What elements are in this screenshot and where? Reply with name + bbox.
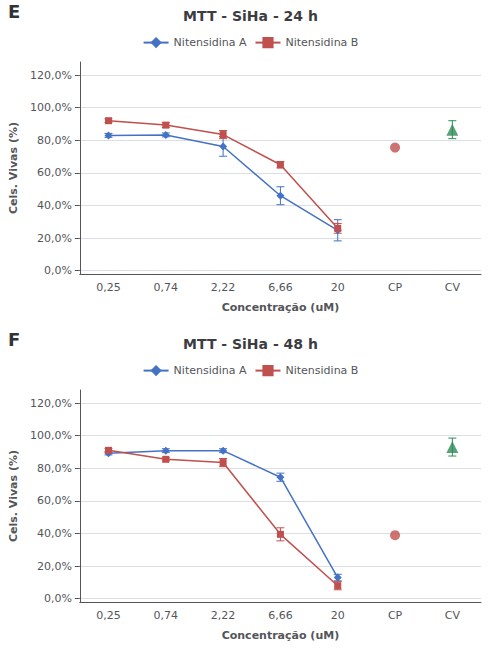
svg-text:Concentração (uM): Concentração (uM) [222, 301, 340, 314]
svg-text:2,22: 2,22 [211, 609, 236, 622]
svg-text:Concentração (uM): Concentração (uM) [222, 629, 340, 642]
svg-text:Cels. Vivas (%): Cels. Vivas (%) [7, 122, 20, 214]
svg-text:MTT - SiHa - 48 h: MTT - SiHa - 48 h [183, 336, 318, 352]
svg-text:0,0%: 0,0% [44, 592, 72, 605]
svg-text:MTT - SiHa - 24 h: MTT - SiHa - 24 h [183, 8, 318, 24]
svg-text:100,0%: 100,0% [30, 429, 72, 442]
svg-text:CP: CP [388, 609, 403, 622]
svg-text:80,0%: 80,0% [37, 134, 72, 147]
svg-text:40,0%: 40,0% [37, 527, 72, 540]
svg-text:120,0%: 120,0% [30, 397, 72, 410]
svg-text:20: 20 [331, 609, 345, 622]
svg-text:0,25: 0,25 [96, 281, 121, 294]
svg-text:20: 20 [331, 281, 345, 294]
svg-text:40,0%: 40,0% [37, 199, 72, 212]
svg-text:60,0%: 60,0% [37, 494, 72, 507]
svg-text:20,0%: 20,0% [37, 232, 72, 245]
svg-text:0,25: 0,25 [96, 609, 121, 622]
svg-text:Nitensidina A: Nitensidina A [174, 36, 247, 49]
svg-text:E: E [8, 1, 20, 22]
svg-text:20,0%: 20,0% [37, 560, 72, 573]
svg-text:Nitensidina B: Nitensidina B [285, 36, 358, 49]
svg-text:CP: CP [388, 281, 403, 294]
svg-text:0,74: 0,74 [154, 609, 179, 622]
svg-text:6,66: 6,66 [268, 281, 293, 294]
svg-text:60,0%: 60,0% [37, 166, 72, 179]
svg-text:CV: CV [445, 609, 461, 622]
svg-text:Cels. Vivas (%): Cels. Vivas (%) [7, 450, 20, 542]
svg-text:6,66: 6,66 [268, 609, 293, 622]
svg-text:CV: CV [445, 281, 461, 294]
svg-text:120,0%: 120,0% [30, 69, 72, 82]
svg-text:2,22: 2,22 [211, 281, 236, 294]
svg-text:0,0%: 0,0% [44, 264, 72, 277]
svg-text:100,0%: 100,0% [30, 101, 72, 114]
svg-text:Nitensidina A: Nitensidina A [174, 364, 247, 377]
svg-text:0,74: 0,74 [154, 281, 179, 294]
svg-text:Nitensidina B: Nitensidina B [285, 364, 358, 377]
svg-text:80,0%: 80,0% [37, 462, 72, 475]
svg-text:F: F [8, 329, 20, 350]
